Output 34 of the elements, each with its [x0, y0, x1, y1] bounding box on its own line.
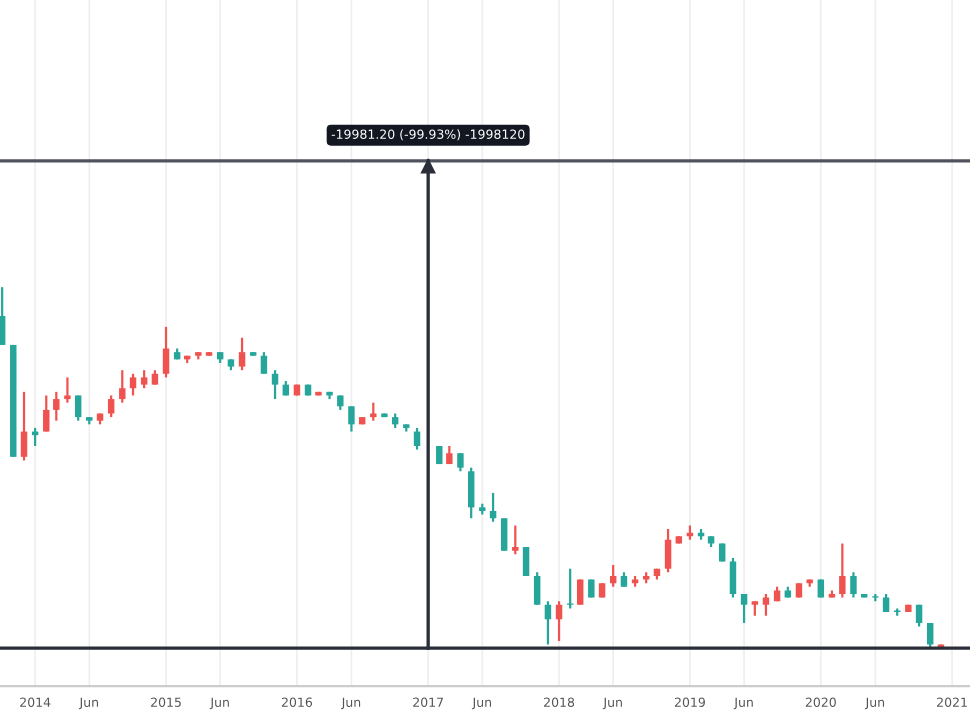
candlestick — [129, 372, 137, 397]
candlestick — [729, 556, 737, 599]
candlestick — [74, 394, 82, 422]
candlestick — [107, 394, 115, 419]
candlestick — [740, 592, 748, 624]
candlestick — [348, 405, 355, 433]
candlestick — [664, 527, 672, 574]
candlestick — [260, 351, 268, 375]
candlestick — [53, 390, 60, 422]
candlestick — [926, 621, 934, 650]
candlestick — [119, 369, 126, 404]
candlestick — [839, 542, 846, 599]
candlestick — [370, 401, 377, 422]
candlestick — [718, 542, 726, 563]
candlestick — [500, 517, 508, 552]
candlestick — [555, 600, 563, 643]
candlestick — [850, 571, 857, 599]
candlestick — [20, 390, 28, 462]
candlestick — [533, 571, 541, 606]
candlestick — [544, 600, 552, 646]
candlestick — [566, 567, 574, 610]
candlestick — [413, 426, 421, 451]
candlestick — [576, 578, 584, 606]
candlestick — [512, 524, 519, 556]
candlestick — [43, 394, 50, 433]
candlestick — [238, 336, 246, 372]
candlestick — [522, 547, 530, 576]
candlestick — [64, 376, 71, 404]
candlestick — [467, 466, 475, 520]
candlestick — [0, 286, 6, 347]
candlestick — [162, 325, 170, 379]
candlestick — [140, 369, 148, 390]
candlestick — [271, 369, 279, 401]
candlestick — [457, 452, 464, 473]
